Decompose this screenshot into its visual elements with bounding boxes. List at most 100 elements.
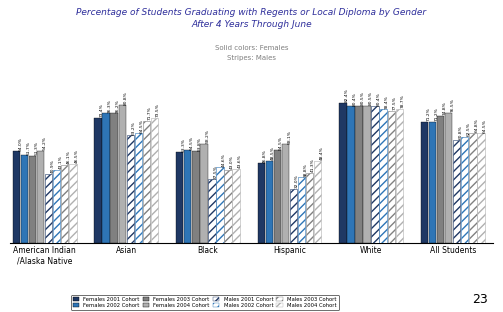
- Bar: [176, 152, 184, 243]
- Text: 71.7%: 71.7%: [148, 107, 152, 120]
- Bar: [127, 135, 134, 243]
- Text: 76.5%: 76.5%: [450, 98, 454, 112]
- Text: 46.1%: 46.1%: [66, 150, 70, 164]
- Text: 82.4%: 82.4%: [345, 88, 349, 102]
- Text: 63.2%: 63.2%: [132, 121, 136, 135]
- Text: 78.7%: 78.7%: [401, 95, 405, 109]
- Text: 60.8%: 60.8%: [458, 125, 462, 139]
- Text: Solid colors: Females: Solid colors: Females: [215, 45, 288, 51]
- Bar: [339, 103, 347, 243]
- Text: 54.2%: 54.2%: [42, 136, 46, 150]
- Bar: [111, 113, 118, 243]
- Bar: [200, 144, 208, 243]
- Text: 78.4%: 78.4%: [385, 95, 389, 109]
- Bar: [445, 113, 452, 243]
- Text: 46.8%: 46.8%: [263, 149, 267, 163]
- Bar: [477, 133, 484, 243]
- Text: 58.1%: 58.1%: [287, 130, 291, 144]
- Bar: [429, 122, 436, 243]
- Bar: [453, 139, 460, 243]
- Bar: [184, 150, 192, 243]
- Text: 80.5%: 80.5%: [369, 91, 373, 105]
- Bar: [437, 116, 444, 243]
- Text: 43.0%: 43.0%: [230, 156, 234, 169]
- Text: 54.0%: 54.0%: [18, 137, 22, 151]
- Bar: [274, 150, 281, 243]
- Bar: [119, 105, 126, 243]
- Bar: [421, 122, 428, 243]
- Bar: [363, 106, 371, 243]
- Text: 76.3%: 76.3%: [108, 99, 112, 113]
- Text: 77.5%: 77.5%: [393, 97, 397, 110]
- Text: 74.8%: 74.8%: [442, 101, 446, 115]
- Legend: Females 2001 Cohort, Females 2002 Cohort, Females 2003 Cohort, Females 2004 Coho: Females 2001 Cohort, Females 2002 Cohort…: [70, 295, 339, 310]
- Text: 37.5%: 37.5%: [214, 165, 218, 179]
- Text: 51.7%: 51.7%: [26, 141, 30, 154]
- Bar: [232, 169, 240, 243]
- Bar: [208, 179, 216, 243]
- Text: 48.4%: 48.4%: [319, 146, 323, 160]
- Bar: [347, 106, 355, 243]
- Text: 64.8%: 64.8%: [474, 119, 478, 132]
- Text: 46.5%: 46.5%: [74, 149, 78, 163]
- Bar: [298, 177, 305, 243]
- Bar: [69, 164, 76, 243]
- Text: 48.5%: 48.5%: [271, 146, 275, 160]
- Bar: [371, 106, 379, 243]
- Bar: [395, 109, 403, 243]
- Text: 80.8%: 80.8%: [124, 91, 128, 105]
- Bar: [29, 156, 36, 243]
- Bar: [143, 121, 150, 243]
- Bar: [306, 173, 313, 243]
- Bar: [379, 110, 387, 243]
- Text: Stripes: Males: Stripes: Males: [227, 55, 276, 61]
- Bar: [258, 163, 265, 243]
- Text: 38.8%: 38.8%: [303, 163, 307, 177]
- Text: 40.9%: 40.9%: [50, 159, 54, 173]
- Text: 58.2%: 58.2%: [206, 129, 210, 144]
- Text: 73.5%: 73.5%: [156, 104, 160, 117]
- Text: After 4 Years Through June: After 4 Years Through June: [191, 20, 312, 29]
- Text: 62.5%: 62.5%: [466, 122, 470, 136]
- Bar: [45, 173, 52, 243]
- Text: 44.6%: 44.6%: [222, 153, 226, 167]
- Text: 32.0%: 32.0%: [295, 174, 299, 188]
- Bar: [192, 152, 200, 243]
- Text: 54.5%: 54.5%: [279, 136, 283, 150]
- Text: 53.3%: 53.3%: [182, 138, 186, 152]
- Text: 80.4%: 80.4%: [377, 92, 381, 105]
- Text: Percentage of Students Graduating with Regents or Local Diploma by Gender: Percentage of Students Graduating with R…: [76, 8, 427, 17]
- Text: 43.1%: 43.1%: [58, 155, 62, 169]
- Bar: [282, 144, 289, 243]
- Text: 71.2%: 71.2%: [426, 108, 430, 121]
- Bar: [37, 151, 44, 243]
- Text: 73.4%: 73.4%: [100, 104, 104, 118]
- Bar: [266, 161, 273, 243]
- Bar: [21, 155, 28, 243]
- Text: 51.3%: 51.3%: [34, 141, 38, 155]
- Bar: [290, 189, 297, 243]
- Bar: [103, 113, 110, 243]
- Text: 71.2%: 71.2%: [434, 108, 438, 121]
- Text: 23: 23: [472, 293, 488, 306]
- Text: 64.5%: 64.5%: [140, 119, 144, 133]
- Text: 41.3%: 41.3%: [311, 158, 315, 172]
- Bar: [151, 118, 158, 243]
- Bar: [13, 151, 20, 243]
- Bar: [61, 165, 68, 243]
- Bar: [216, 167, 224, 243]
- Bar: [135, 133, 142, 243]
- Bar: [314, 161, 321, 243]
- Text: 64.5%: 64.5%: [482, 119, 486, 133]
- Bar: [224, 170, 232, 243]
- Bar: [355, 106, 363, 243]
- Text: 53.8%: 53.8%: [198, 137, 202, 151]
- Text: 80.5%: 80.5%: [361, 91, 365, 105]
- Text: 80.4%: 80.4%: [353, 92, 357, 105]
- Text: 54.5%: 54.5%: [190, 136, 194, 150]
- Text: 76.2%: 76.2%: [116, 99, 120, 113]
- Bar: [387, 111, 395, 243]
- Bar: [461, 137, 468, 243]
- Bar: [53, 170, 60, 243]
- Text: 43.6%: 43.6%: [238, 155, 242, 168]
